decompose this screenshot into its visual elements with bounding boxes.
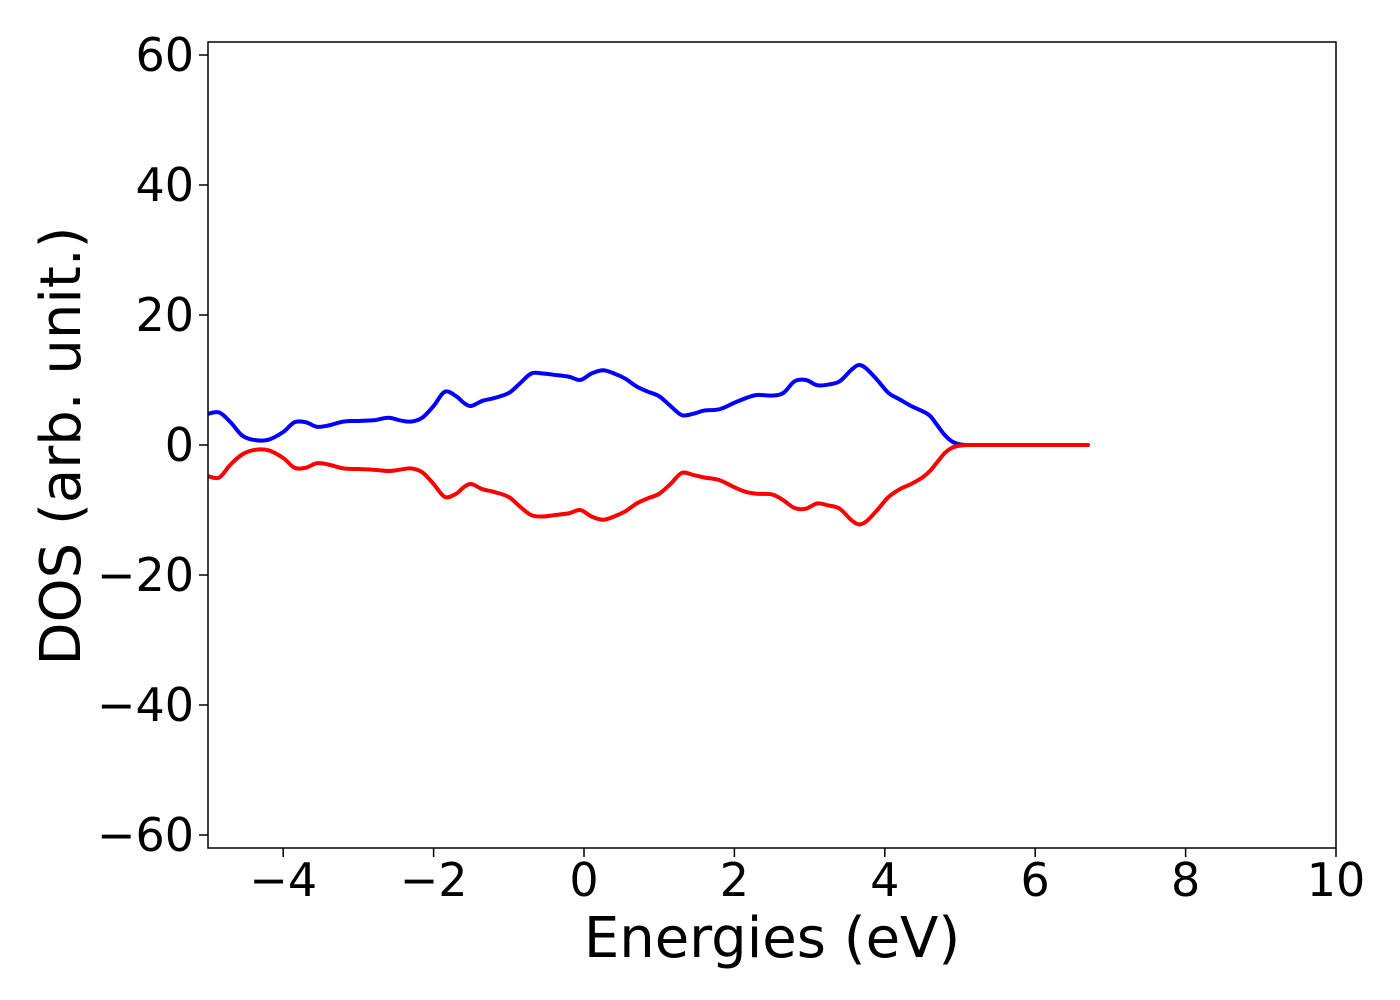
x-tick-label: 10 [1307,853,1366,907]
x-tick-label: −2 [400,853,468,907]
y-tick-label: 60 [135,28,194,82]
x-tick-label: 6 [1021,853,1050,907]
x-tick-label: 2 [720,853,749,907]
y-tick-label: −20 [97,548,194,602]
x-tick-label: −4 [249,853,317,907]
plot-area [208,362,1090,527]
y-axis-ticks: −60 −40 −20 0 20 40 60 [97,28,208,862]
y-tick-label: −60 [97,808,194,862]
x-axis-ticks: −4 −2 0 2 4 6 8 10 [249,848,1365,907]
y-tick-label: 20 [135,288,194,342]
x-tick-label: 0 [569,853,598,907]
x-tick-label: 8 [1171,853,1200,907]
x-axis-label: Energies (eV) [584,906,960,971]
y-axis-label: DOS (arb. unit.) [29,226,94,665]
y-tick-label: 0 [165,418,194,472]
y-tick-label: −40 [97,678,194,732]
plot-frame [207,41,1337,849]
series-line-red [208,442,1090,527]
x-tick-label: 4 [870,853,899,907]
y-tick-label: 40 [135,158,194,212]
series-line-blue [208,362,1090,448]
